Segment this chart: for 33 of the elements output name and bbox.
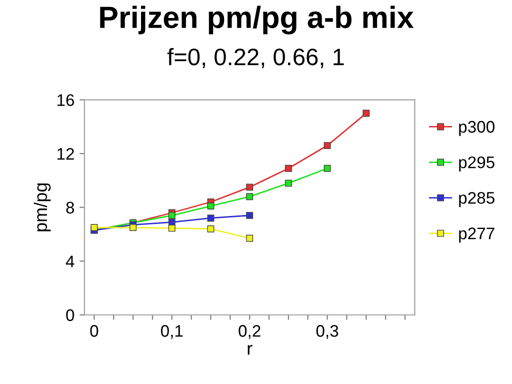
legend-label: p300 xyxy=(459,120,494,136)
point xyxy=(207,202,214,210)
legend-label: p285 xyxy=(459,192,494,208)
point xyxy=(90,224,98,231)
chart-title: Prijzen pm/pg a-b mix xyxy=(100,6,414,34)
y-tick-label: 8 xyxy=(66,202,74,214)
point xyxy=(284,164,292,172)
x-tick-label: 0,2 xyxy=(238,325,260,339)
point xyxy=(168,224,176,232)
y-tick-label: 4 xyxy=(66,256,74,268)
chart-subtitle: f=0, 0.22, 0.66, 1 xyxy=(167,48,344,68)
point xyxy=(207,214,214,222)
point xyxy=(324,142,331,150)
point xyxy=(246,184,254,191)
y-tick-label: 0 xyxy=(66,309,74,322)
legend-label: p295 xyxy=(459,156,494,172)
point xyxy=(246,212,254,219)
x-axis-title: r xyxy=(248,344,252,355)
point xyxy=(246,234,254,242)
point xyxy=(284,180,292,187)
point xyxy=(130,224,137,231)
x-tick-label: 0,3 xyxy=(316,325,338,339)
x-tick-label: 0,1 xyxy=(160,325,183,339)
point xyxy=(324,164,331,172)
y-axis-title: pm/pg xyxy=(34,183,51,232)
point xyxy=(207,225,214,232)
point xyxy=(168,212,176,219)
y-tick-label: 16 xyxy=(57,94,74,106)
y-tick-label: 12 xyxy=(57,148,74,160)
point xyxy=(246,193,254,200)
legend-label: p277 xyxy=(459,228,494,243)
x-tick-label: 0 xyxy=(90,325,98,337)
point xyxy=(362,110,370,117)
